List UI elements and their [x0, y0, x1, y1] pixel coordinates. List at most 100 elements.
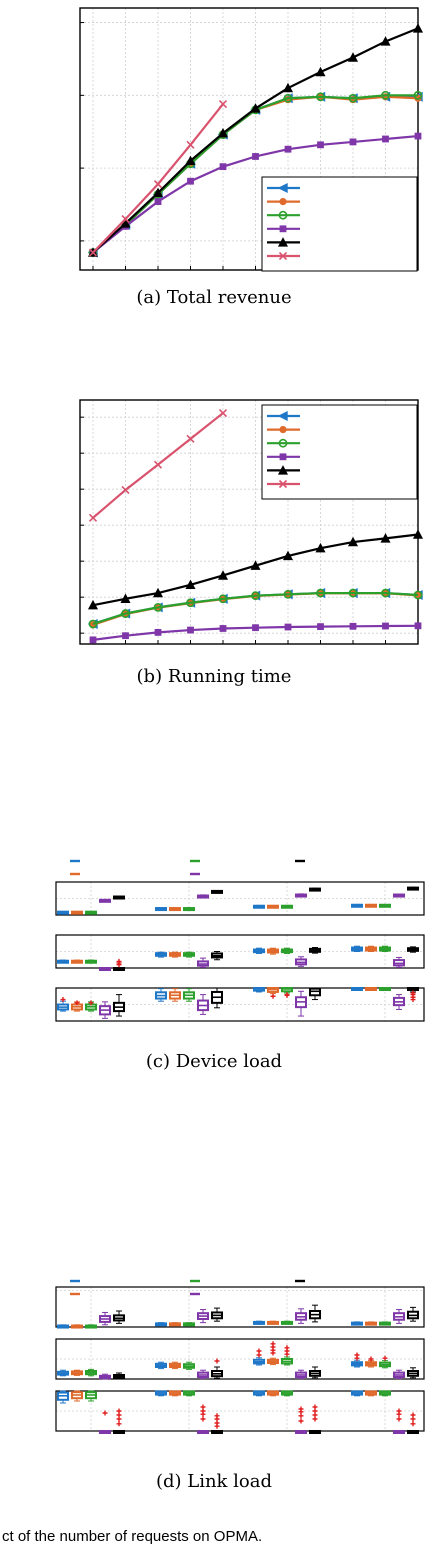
chart1-legend-marker-3 [279, 453, 287, 461]
chart0-series-2-point-7-shape [316, 92, 325, 102]
chart1-series-2-point-9-shape [381, 588, 390, 598]
chart3-panel-1-frame [55, 1338, 425, 1380]
chart1-frame [79, 399, 419, 645]
chart3-box-p2-g3-s4-outlier-0 [410, 1421, 416, 1427]
chart1-legend-marker-1-shape [279, 426, 287, 434]
chart1-series-4-point-0 [87, 599, 99, 610]
chart1-series-2-point-8 [348, 588, 358, 598]
chart0-series-5-point-1-shape [121, 214, 130, 224]
chart1-series-2-point-2 [153, 602, 163, 612]
chart1-series-2-point-9 [381, 588, 390, 598]
chart0-series-4-point-8 [347, 52, 359, 62]
chart0-series-2-point-9-shape [381, 90, 390, 100]
chart1-series-3-point-10 [414, 622, 422, 630]
chart1-series-3-point-4 [219, 625, 227, 632]
chart0-series-4-point-2 [152, 187, 164, 198]
chart1-legend-marker-2-shape [278, 438, 288, 448]
chart1-series-3-point-3 [187, 626, 194, 634]
chart1-legend-marker-4-shape [277, 465, 289, 475]
chart0-legend-marker-1 [279, 198, 287, 206]
chart1-series-3-point-8-shape [349, 622, 357, 630]
chart1-series-5-point-3-shape [186, 434, 195, 443]
chart0-series-3-point-4 [219, 163, 227, 171]
caption-running-time: (b) Running time [136, 666, 292, 687]
chart0-legend-marker-1-shape [279, 198, 287, 206]
chart0-series-2-point-8 [348, 93, 358, 103]
chart0-series-2-point-8-shape [348, 93, 358, 103]
chart1-series-2-point-6-shape [283, 589, 293, 599]
chart3-box-p1-g2-s0-outlier-1 [256, 1348, 262, 1354]
chart2-panel-2-frame [55, 987, 425, 1022]
chart2-box-p2-g2-s2-outlier-1 [284, 992, 290, 998]
chart1-series-3-point-1-shape [122, 632, 129, 640]
chart0-series-2-point-9 [381, 90, 390, 100]
chart1-series-2-point-0 [88, 619, 98, 629]
chart1-series-3-point-9 [382, 622, 389, 630]
chart1-series-5-point-2-shape [153, 460, 163, 469]
chart0-legend-marker-2 [278, 210, 288, 220]
chart1-series-2-point-5-shape [251, 591, 260, 601]
chart0-series-5-point-0-shape [88, 248, 98, 257]
chart0-series-5-point-1 [121, 214, 130, 224]
chart1-series-2-point-4-shape [218, 594, 228, 604]
chart0-series-5-point-2 [153, 180, 163, 189]
chart0-series-3-point-2-shape [154, 198, 162, 205]
chart3-box-p1-g1-s4-outlier-0 [214, 1358, 220, 1364]
chart1-series-4-point-7-shape [315, 542, 326, 553]
chart3-box-p2-g1-s3-outlier-0 [200, 1416, 206, 1422]
chart0-series-3-point-6 [284, 145, 292, 153]
chart1-series-3-point-0 [89, 636, 97, 644]
chart0-series-3-point-5-shape [252, 153, 259, 160]
chart0-legend-marker-5 [278, 251, 288, 261]
figure-footnote: ct of the number of requests on OPMA. [2, 1528, 263, 1545]
chart0-series-3-point-8 [349, 138, 357, 146]
chart3-box-p2-g2-s3-outlier-3 [298, 1406, 304, 1412]
chart0-series-2-point-6-shape [283, 93, 293, 103]
chart1-series-3-point-0-shape [89, 636, 97, 644]
chart0-series-5-point-0 [88, 248, 98, 257]
chart0-series-4-point-2-shape [152, 187, 164, 198]
chart1-series-5-point-0-shape [88, 513, 98, 522]
chart0-series-3-point-6-shape [284, 145, 292, 153]
chart1-legend-marker-2 [278, 438, 288, 448]
chart1-series-5-point-3 [186, 434, 195, 443]
chart0-series-4-point-5 [250, 103, 261, 113]
chart1-series-3-point-6-shape [284, 623, 292, 631]
chart3-box-p2-g0-s4-outlier-0 [116, 1421, 122, 1427]
chart0-series-4-point-7-shape [315, 66, 326, 77]
chart0-series-3-point-4-shape [219, 163, 227, 171]
chart0-series-3-point-2 [154, 198, 162, 205]
chart1-series-2-point-10 [413, 590, 423, 600]
chart1-legend-marker-3-shape [279, 453, 287, 461]
chart1-series-3-point-6 [284, 623, 292, 631]
chart1-series-4-point-0-shape [87, 599, 99, 610]
chart1-series-4-point-8 [347, 536, 359, 547]
chart1-legend-marker-4 [277, 465, 289, 475]
chart0-series-5-point-4 [218, 100, 228, 109]
chart0-series-3-point-7 [317, 141, 324, 149]
chart0-series-5-point-3 [186, 140, 195, 149]
chart1-series-2-point-0-shape [88, 619, 98, 629]
chart0-series-3-point-9 [382, 135, 389, 143]
caption-revenue: (a) Total revenue [136, 287, 292, 308]
chart0-series-3-point-8-shape [349, 138, 357, 146]
chart0-series-2-point-7 [316, 92, 325, 102]
chart1-series-2-point-2-shape [153, 602, 163, 612]
chart3-box-p2-g3-s3-outlier-2 [396, 1408, 402, 1414]
chart0-series-5-point-4-shape [218, 100, 228, 109]
chart1-series-3-point-10-shape [414, 622, 422, 630]
chart1-series-4-point-5-shape [250, 560, 261, 570]
chart1-series-2-point-7-shape [316, 588, 325, 598]
chart0-series-4-point-3-shape [185, 155, 196, 166]
chart1-series-4-point-4 [217, 570, 229, 580]
chart1-series-4-point-10-shape [412, 529, 424, 539]
chart1-series-5-point-0 [88, 513, 98, 522]
chart1-series-4-point-3 [185, 579, 196, 590]
chart0-series-4-point-3 [185, 155, 196, 166]
chart1-series-4-point-1 [120, 593, 131, 604]
chart1-legend-marker-0 [277, 410, 288, 422]
chart1-series-4-point-10 [412, 529, 424, 539]
chart1-series-5-point-2 [153, 460, 163, 469]
chart2-panel-0-frame [55, 881, 425, 916]
